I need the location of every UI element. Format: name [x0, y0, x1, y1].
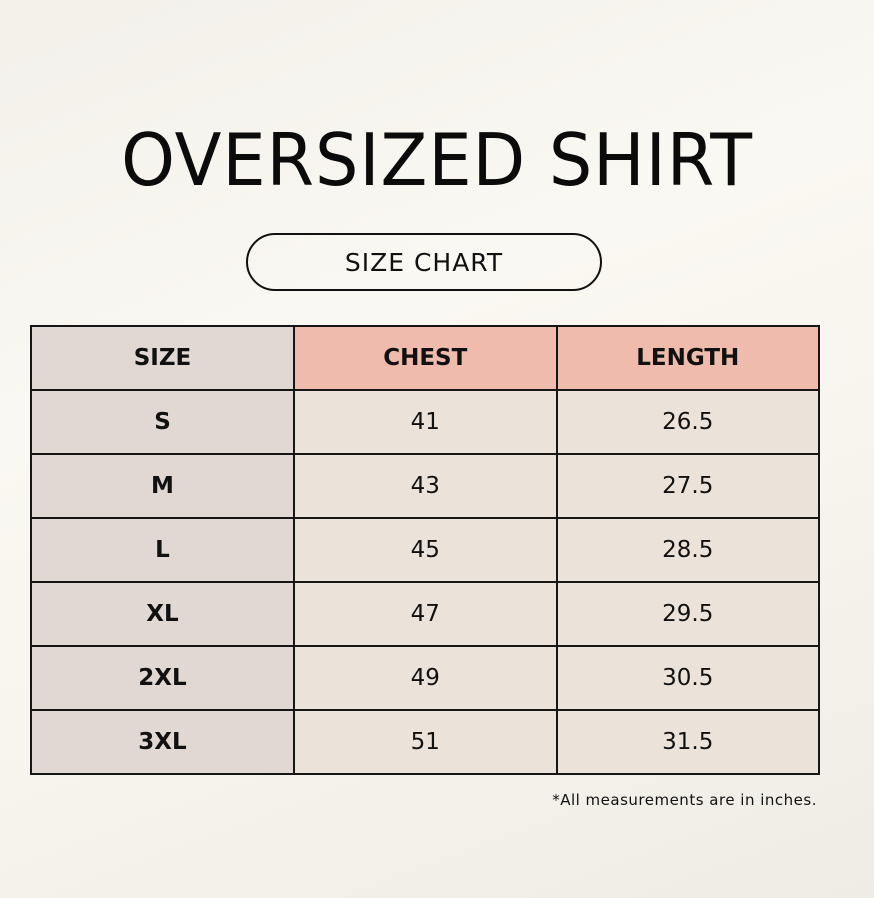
cell-length: 27.5: [555, 453, 820, 519]
cell-size: M: [30, 453, 295, 519]
cell-size: L: [30, 517, 295, 583]
cell-chest: 43: [293, 453, 558, 519]
cell-chest: 47: [293, 581, 558, 647]
cell-size: S: [30, 389, 295, 455]
cell-length: 29.5: [555, 581, 820, 647]
cell-length: 30.5: [555, 645, 820, 711]
size-table: SIZE CHEST LENGTH S 41 26.5 M 43 27.5 L 45 28.5 X…: [30, 325, 820, 775]
cell-chest: 41: [293, 389, 558, 455]
table-row: L 45 28.5: [30, 517, 820, 583]
header-chest: CHEST: [293, 325, 558, 391]
cell-size: XL: [30, 581, 295, 647]
table-header-row: SIZE CHEST LENGTH: [30, 325, 820, 391]
size-chart-badge: SIZE CHART: [246, 233, 602, 291]
header-size: SIZE: [30, 325, 295, 391]
cell-chest: 49: [293, 645, 558, 711]
table-row: XL 47 29.5: [30, 581, 820, 647]
cell-chest: 51: [293, 709, 558, 775]
cell-length: 28.5: [555, 517, 820, 583]
table-row: 3XL 51 31.5: [30, 709, 820, 775]
table-row: 2XL 49 30.5: [30, 645, 820, 711]
cell-length: 31.5: [555, 709, 820, 775]
cell-chest: 45: [293, 517, 558, 583]
cell-size: 3XL: [30, 709, 295, 775]
table-row: M 43 27.5: [30, 453, 820, 519]
cell-size: 2XL: [30, 645, 295, 711]
cell-length: 26.5: [555, 389, 820, 455]
measurement-note: *All measurements are in inches.: [552, 791, 817, 809]
header-length: LENGTH: [555, 325, 820, 391]
table-row: S 41 26.5: [30, 389, 820, 455]
page-title: OVERSIZED SHIRT: [121, 118, 753, 202]
